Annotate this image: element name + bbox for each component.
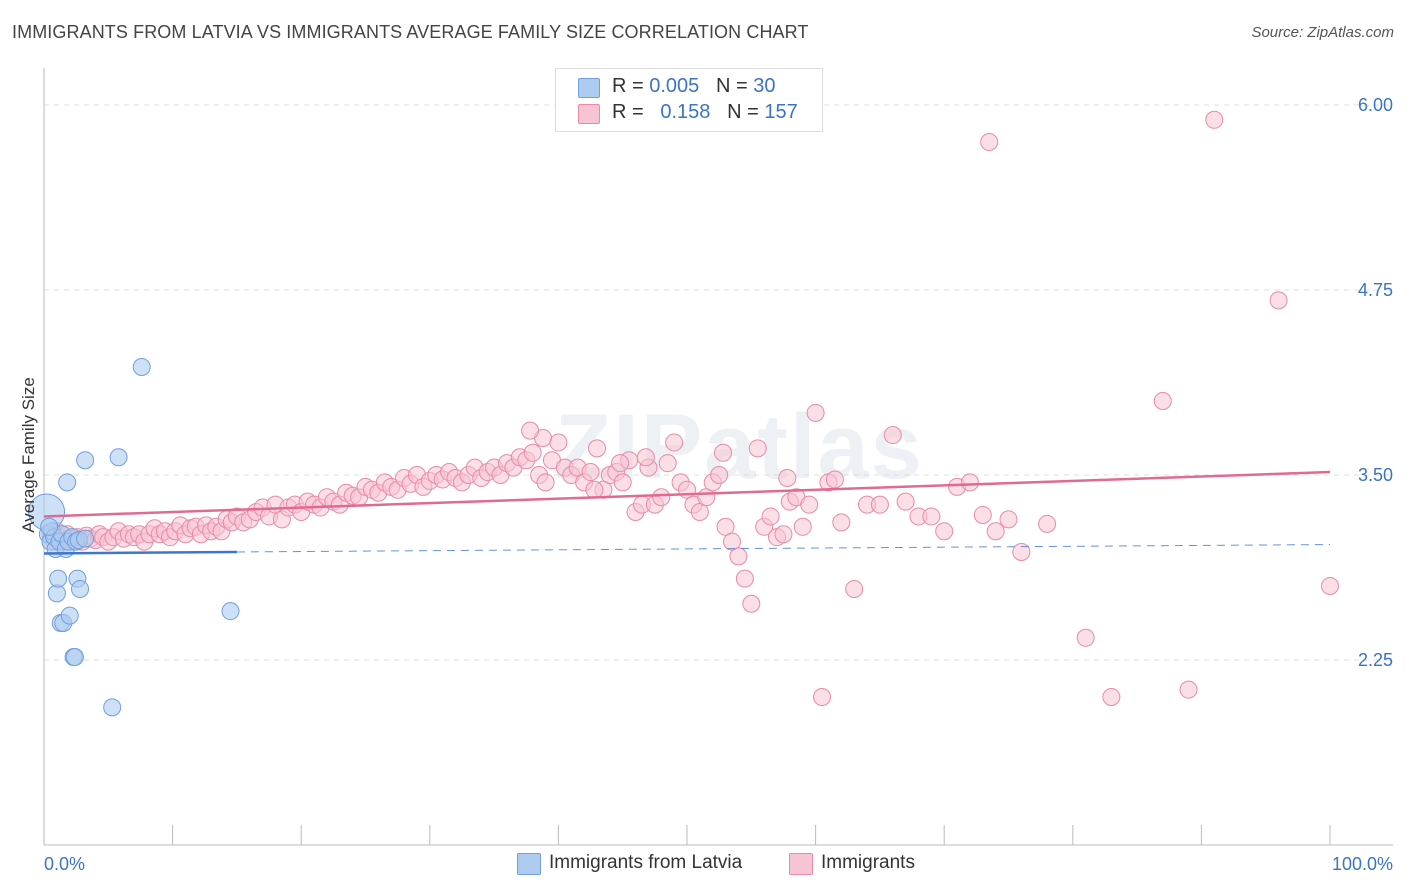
y-tick-label: 3.50 bbox=[1358, 465, 1393, 485]
immigrants-point bbox=[521, 421, 540, 440]
immigrants-point bbox=[665, 433, 684, 452]
latvia-point bbox=[103, 698, 122, 717]
immigrants-point bbox=[973, 505, 992, 524]
immigrants-point bbox=[1102, 688, 1121, 706]
immigrants-point bbox=[832, 513, 851, 532]
latvia-point bbox=[76, 529, 95, 548]
latvia-point bbox=[49, 569, 68, 588]
immigrants-point bbox=[806, 403, 825, 422]
immigrants-point bbox=[793, 517, 812, 536]
immigrants-point bbox=[1076, 628, 1095, 647]
immigrants-trend-line bbox=[43, 470, 1331, 518]
immigrants-point bbox=[729, 547, 748, 566]
y-axis-title: Average Family Size bbox=[19, 377, 38, 533]
immigrants-point bbox=[587, 439, 606, 458]
immigrants-point bbox=[883, 426, 902, 445]
immigrants-point bbox=[748, 439, 767, 458]
immigrants-point bbox=[549, 433, 568, 452]
immigrants-point bbox=[980, 133, 999, 151]
immigrants-point bbox=[845, 579, 864, 598]
immigrants-point bbox=[585, 480, 604, 499]
legend-n-value: 157 bbox=[764, 101, 798, 123]
immigrants-point bbox=[825, 470, 844, 489]
legend-r-value: 0.158 bbox=[660, 101, 711, 123]
immigrants-point bbox=[523, 443, 542, 462]
immigrants-point bbox=[652, 488, 671, 507]
immigrants-point bbox=[778, 468, 797, 487]
immigrants-point bbox=[536, 473, 555, 492]
immigrants-point bbox=[581, 463, 600, 482]
immigrants-point bbox=[716, 517, 735, 536]
immigrants-point bbox=[1038, 514, 1057, 533]
latvia-trend-extension bbox=[236, 544, 1331, 553]
stats-legend: R = 0.005 N = 30 R = 0.158 N = 157 bbox=[555, 68, 823, 132]
immigrants-point bbox=[1179, 680, 1198, 699]
legend-r-label: R = bbox=[612, 75, 650, 97]
x-tick-label: 100.0% bbox=[1332, 854, 1393, 874]
immigrants-point bbox=[1321, 577, 1339, 595]
immigrants-swatch bbox=[578, 104, 600, 124]
immigrants-point bbox=[714, 443, 733, 462]
immigrants-point bbox=[658, 454, 677, 473]
y-tick-label: 2.25 bbox=[1358, 650, 1393, 670]
immigrants-point bbox=[813, 688, 832, 706]
latvia-point bbox=[65, 648, 84, 667]
immigrants-point bbox=[1205, 110, 1224, 129]
trend-lines bbox=[43, 470, 1331, 555]
immigrants-point bbox=[710, 466, 729, 484]
immigrants-point bbox=[896, 492, 915, 511]
x-tick-label: 0.0% bbox=[44, 854, 85, 874]
immigrants-point bbox=[1153, 392, 1172, 410]
immigrants-point bbox=[960, 473, 979, 492]
latvia-point bbox=[71, 579, 90, 598]
latvia-point bbox=[76, 451, 95, 470]
legend-r-label: R = bbox=[612, 101, 650, 123]
immigrants-legend-label: Immigrants bbox=[821, 852, 915, 873]
chart-title: IMMIGRANTS FROM LATVIA VS IMMIGRANTS AVE… bbox=[12, 22, 809, 42]
latvia-trend-line bbox=[43, 550, 237, 555]
immigrants-point bbox=[774, 525, 793, 544]
latvia-point bbox=[109, 448, 128, 467]
immigrants-legend-swatch bbox=[789, 853, 813, 875]
y-tick-label: 6.00 bbox=[1358, 95, 1393, 115]
y-tick-label: 4.75 bbox=[1358, 280, 1393, 300]
immigrants-point bbox=[986, 522, 1005, 541]
latvia-point bbox=[58, 473, 77, 492]
immigrants-point bbox=[1012, 542, 1031, 561]
immigrants-point bbox=[611, 454, 630, 473]
source-label: Source: ZipAtlas.com bbox=[1251, 24, 1394, 41]
axes bbox=[43, 68, 1393, 846]
immigrants-point bbox=[636, 448, 655, 467]
latvia-point bbox=[132, 357, 151, 376]
immigrants-point bbox=[1269, 291, 1288, 310]
immigrants-point bbox=[870, 495, 889, 514]
immigrants-point bbox=[761, 507, 780, 526]
immigrants-point bbox=[999, 510, 1018, 529]
immigrants-point bbox=[935, 522, 954, 541]
latvia-swatch bbox=[578, 78, 600, 98]
immigrants-point bbox=[742, 594, 761, 613]
immigrants-point bbox=[735, 569, 754, 588]
immigrants-point bbox=[723, 532, 742, 551]
latvia-point bbox=[40, 517, 59, 536]
latvia-legend-swatch bbox=[517, 853, 541, 875]
legend-n-label: N = bbox=[727, 101, 765, 123]
latvia-point bbox=[221, 602, 240, 621]
immigrants-point bbox=[613, 473, 632, 492]
immigrants-point bbox=[922, 507, 941, 526]
legend-n-label: N = bbox=[715, 75, 754, 97]
legend-n-value: 30 bbox=[753, 75, 776, 97]
latvia-legend-label: Immigrants from Latvia bbox=[549, 852, 743, 873]
legend-r-value: 0.005 bbox=[649, 75, 700, 97]
latvia-point bbox=[60, 606, 79, 625]
immigrants-point bbox=[800, 495, 819, 514]
immigrants-series bbox=[41, 110, 1339, 706]
tick-labels: 2.25 3.50 4.75 6.00 0.0% 100.0% bbox=[44, 95, 1393, 874]
immigrants-point bbox=[690, 503, 709, 521]
